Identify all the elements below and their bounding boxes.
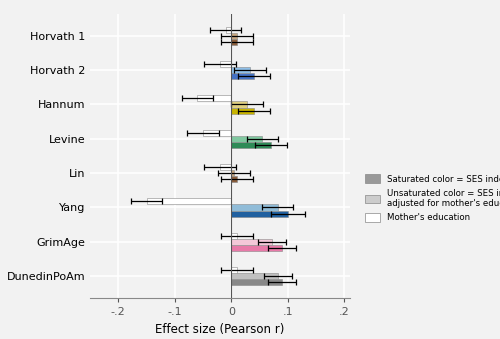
Bar [232, 73, 254, 79]
Legend: Saturated color = SES index, Unsaturated color = SES index
adjusted for mother's: Saturated color = SES index, Unsaturated… [364, 175, 500, 222]
Bar [232, 204, 278, 211]
Bar [198, 95, 232, 101]
X-axis label: Effect size (Pearson r): Effect size (Pearson r) [156, 323, 284, 336]
Bar [232, 136, 262, 142]
Bar [203, 129, 232, 136]
Bar [232, 39, 237, 45]
Bar [226, 26, 232, 33]
Bar [232, 142, 271, 148]
Bar [232, 33, 237, 39]
Bar [146, 198, 232, 204]
Bar [232, 267, 237, 273]
Bar [232, 176, 237, 182]
Bar [232, 170, 234, 176]
Bar [220, 164, 232, 170]
Bar [220, 61, 232, 67]
Bar [232, 279, 282, 285]
Bar [232, 233, 237, 239]
Bar [232, 107, 254, 114]
Bar [232, 245, 282, 251]
Bar [232, 67, 250, 73]
Bar [232, 273, 278, 279]
Bar [232, 101, 247, 107]
Bar [232, 211, 288, 217]
Bar [232, 239, 272, 245]
